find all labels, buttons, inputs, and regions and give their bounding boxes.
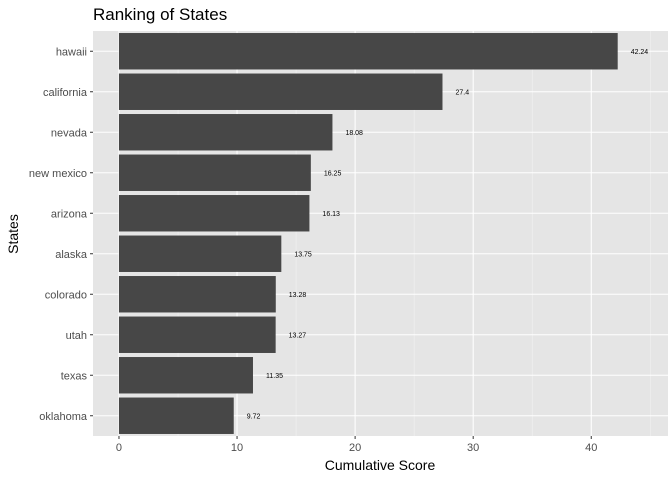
bar-colorado xyxy=(118,276,276,313)
y-tick-label: colorado xyxy=(45,289,87,301)
data-label: 13.75 xyxy=(294,251,312,258)
data-label: 13.27 xyxy=(289,332,307,339)
data-label: 16.25 xyxy=(324,170,342,177)
x-axis-title: Cumulative Score xyxy=(325,457,436,473)
y-tick-label: arizona xyxy=(51,208,88,220)
x-tick-label: 10 xyxy=(231,442,243,454)
x-tick-label: 40 xyxy=(585,442,597,454)
y-tick-label: utah xyxy=(66,330,87,342)
bars-group xyxy=(118,33,618,434)
x-tick-label: 20 xyxy=(349,442,361,454)
y-tick-label: alaska xyxy=(55,249,88,261)
data-label: 18.08 xyxy=(345,130,363,137)
chart-title: Ranking of States xyxy=(93,5,227,24)
y-tick-label: hawaii xyxy=(56,46,87,58)
y-tick-label: oklahoma xyxy=(39,411,88,423)
bar-new-mexico xyxy=(118,154,311,191)
bar-arizona xyxy=(118,195,310,232)
bar-california xyxy=(118,73,443,110)
x-axis: 0 10 20 30 40 xyxy=(116,436,597,454)
bar-alaska xyxy=(118,235,282,272)
y-tick-label: new mexico xyxy=(29,168,87,180)
bar-hawaii xyxy=(118,33,618,70)
data-label: 9.72 xyxy=(247,413,261,420)
y-tick-label: texas xyxy=(61,370,88,382)
x-tick-label: 30 xyxy=(467,442,479,454)
data-label: 11.35 xyxy=(266,373,283,380)
bar-nevada xyxy=(118,114,333,151)
y-tick-label: california xyxy=(43,87,88,99)
data-label: 13.28 xyxy=(289,292,307,299)
y-axis: hawaii california nevada new mexico arizona a… xyxy=(29,46,93,423)
data-labels-group: 42.24 27.4 18.08 16.25 16.13 13.75 13.28 13.27 1… xyxy=(247,49,649,421)
data-label: 42.24 xyxy=(631,49,649,56)
bar-utah xyxy=(118,316,276,353)
x-tick-label: 0 xyxy=(116,442,122,454)
data-label: 27.4 xyxy=(455,89,469,96)
y-tick-label: nevada xyxy=(51,127,88,139)
y-axis-title: States xyxy=(5,214,21,254)
bar-texas xyxy=(118,357,253,394)
data-label: 16.13 xyxy=(322,211,340,218)
bar-oklahoma xyxy=(118,397,234,434)
